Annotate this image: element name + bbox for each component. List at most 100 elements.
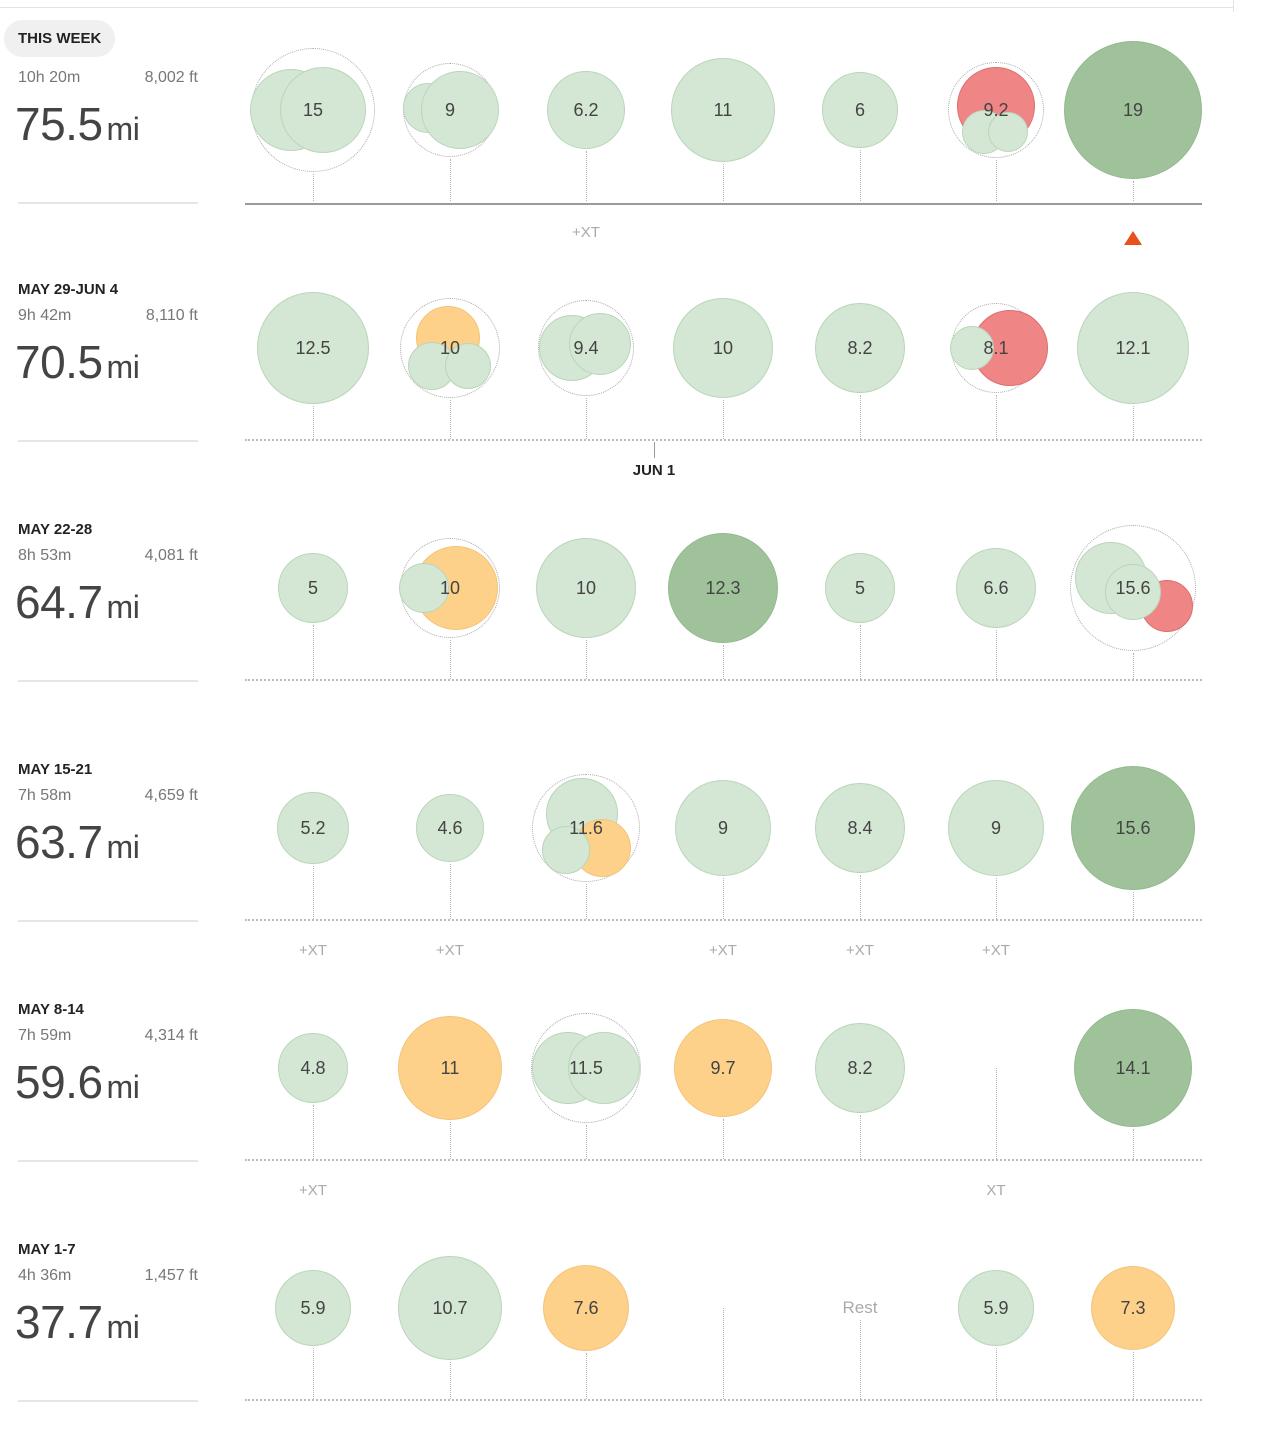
run-bubble-workout-run[interactable] [398,1016,502,1120]
week-elevation: 4,659 ft [144,787,198,804]
day-stem [586,1353,587,1399]
run-bubble-easy-run[interactable] [956,548,1036,628]
run-bubble-easy-run[interactable] [416,794,484,862]
day-stem [996,1348,997,1399]
run-bubble-easy-run[interactable] [815,783,905,873]
run-bubble-easy-run[interactable] [398,1256,502,1360]
run-bubble-easy-run[interactable] [825,553,895,623]
total-unit: mi [106,589,140,625]
run-bubble-workout-run[interactable] [674,1019,772,1117]
week-label[interactable]: MAY 15-21 [18,761,93,778]
run-bubble-easy-run[interactable] [568,1032,640,1104]
run-bubble-easy-run[interactable] [815,303,905,393]
day-stem [586,640,587,679]
run-bubble-long-run[interactable] [668,533,778,643]
run-bubble-easy-run[interactable] [275,1270,351,1346]
run-bubble-workout-run[interactable] [543,1265,629,1351]
day-distance: 11.6 [569,818,603,838]
day-distance: 9.2 [983,100,1009,120]
cross-training-label: +XT [572,224,600,241]
run-bubble-easy-run[interactable] [445,343,491,389]
week-total-distance: 70.5 mi [15,335,140,389]
run-bubble-long-run[interactable] [1071,766,1195,890]
week-label[interactable]: MAY 29-JUN 4 [18,281,119,298]
week-axis [245,1159,1202,1161]
total-unit: mi [106,349,140,385]
day-stem [313,866,314,919]
day-distance: 10.7 [432,1298,468,1318]
day-distance: 12.1 [1115,338,1151,358]
day-stem [860,150,861,201]
run-bubble-easy-run[interactable] [950,326,994,370]
cross-training-label: +XT [299,1182,327,1199]
day-stem [860,395,861,439]
run-bubble-easy-run[interactable] [547,71,625,149]
run-bubble-easy-run[interactable] [1077,292,1189,404]
day-stem [860,875,861,919]
day-stem [860,1115,861,1159]
run-bubble-easy-run[interactable] [815,1023,905,1113]
day-distance: 9.7 [710,1058,736,1078]
run-bubble-easy-run[interactable] [399,563,449,613]
run-bubble-workout-run[interactable] [1091,1266,1175,1350]
week-total-distance: 64.7 mi [15,575,140,629]
run-bubble-easy-run[interactable] [958,1270,1034,1346]
week-label[interactable]: MAY 8-14 [18,1001,84,1018]
day-stem [313,174,314,201]
today-marker-icon [1124,231,1142,245]
day-distance: 9.4 [573,338,599,358]
day-total-ring [532,774,640,882]
run-bubble-easy-run[interactable] [988,112,1028,152]
run-bubble-long-run[interactable] [1064,41,1202,179]
cross-training-label: +XT [299,942,327,959]
run-bubble-easy-run[interactable] [822,72,898,148]
day-distance: 5.9 [983,1298,1009,1318]
run-bubble-easy-run[interactable] [277,792,349,864]
day-distance: 4.8 [300,1058,326,1078]
run-bubble-easy-run[interactable] [257,292,369,404]
total-value: 75.5 [15,98,103,150]
run-bubble-easy-run[interactable] [278,553,348,623]
week-underline [18,920,198,922]
week-row: MAY 15-21 7h 58m 4,659 ft 63.7 mi 5.2 4.6 11.6 9… [0,718,1270,959]
run-bubble-easy-run[interactable] [278,1033,348,1103]
week-elevation: 1,457 ft [144,1267,198,1284]
week-row: MAY 1-7 4h 36m 1,457 ft 37.7 mi 5.9 10.7 7.6 Res… [0,1198,1270,1438]
run-bubble-easy-run[interactable] [280,67,366,153]
run-bubble-easy-run[interactable] [536,538,636,638]
day-distance: 5 [854,578,865,598]
run-bubble-easy-run[interactable] [671,58,775,162]
week-underline [18,440,198,442]
week-elevation: 4,314 ft [144,1027,198,1044]
day-total-ring [531,1013,641,1123]
run-bubble-easy-run[interactable] [569,313,631,375]
week-label[interactable]: THIS WEEK [4,20,116,57]
day-stem [1133,181,1134,201]
week-underline [18,680,198,682]
run-bubble-race-run[interactable] [972,310,1048,386]
day-stem [586,1125,587,1159]
day-stem [1133,653,1134,679]
day-stem [1133,892,1134,919]
week-label[interactable]: MAY 1-7 [18,1241,76,1258]
run-bubble-easy-run[interactable] [421,71,499,149]
day-stem [313,1348,314,1399]
run-bubble-long-run[interactable] [1074,1009,1192,1127]
week-row: MAY 29-JUN 4 9h 42m 8,110 ft 70.5 mi 12.5 10 9.… [0,238,1270,479]
day-distance: 8.4 [847,818,873,838]
run-bubble-easy-run[interactable] [673,298,773,398]
day-stem [860,1320,861,1399]
run-bubble-easy-run[interactable] [948,780,1044,876]
run-bubble-easy-run[interactable] [542,826,590,874]
week-label[interactable]: MAY 22-28 [18,521,93,538]
day-distance: 15.6 [1115,578,1151,598]
run-bubble-easy-run[interactable] [675,780,771,876]
day-distance: 10 [439,578,461,598]
day-stem [996,395,997,439]
day-distance: 6.6 [983,578,1009,598]
day-total-ring [400,298,500,398]
week-duration: 8h 53m [18,547,72,564]
total-value: 64.7 [15,576,103,628]
run-bubble-easy-run[interactable] [1105,564,1161,620]
cross-training-label: +XT [846,942,874,959]
